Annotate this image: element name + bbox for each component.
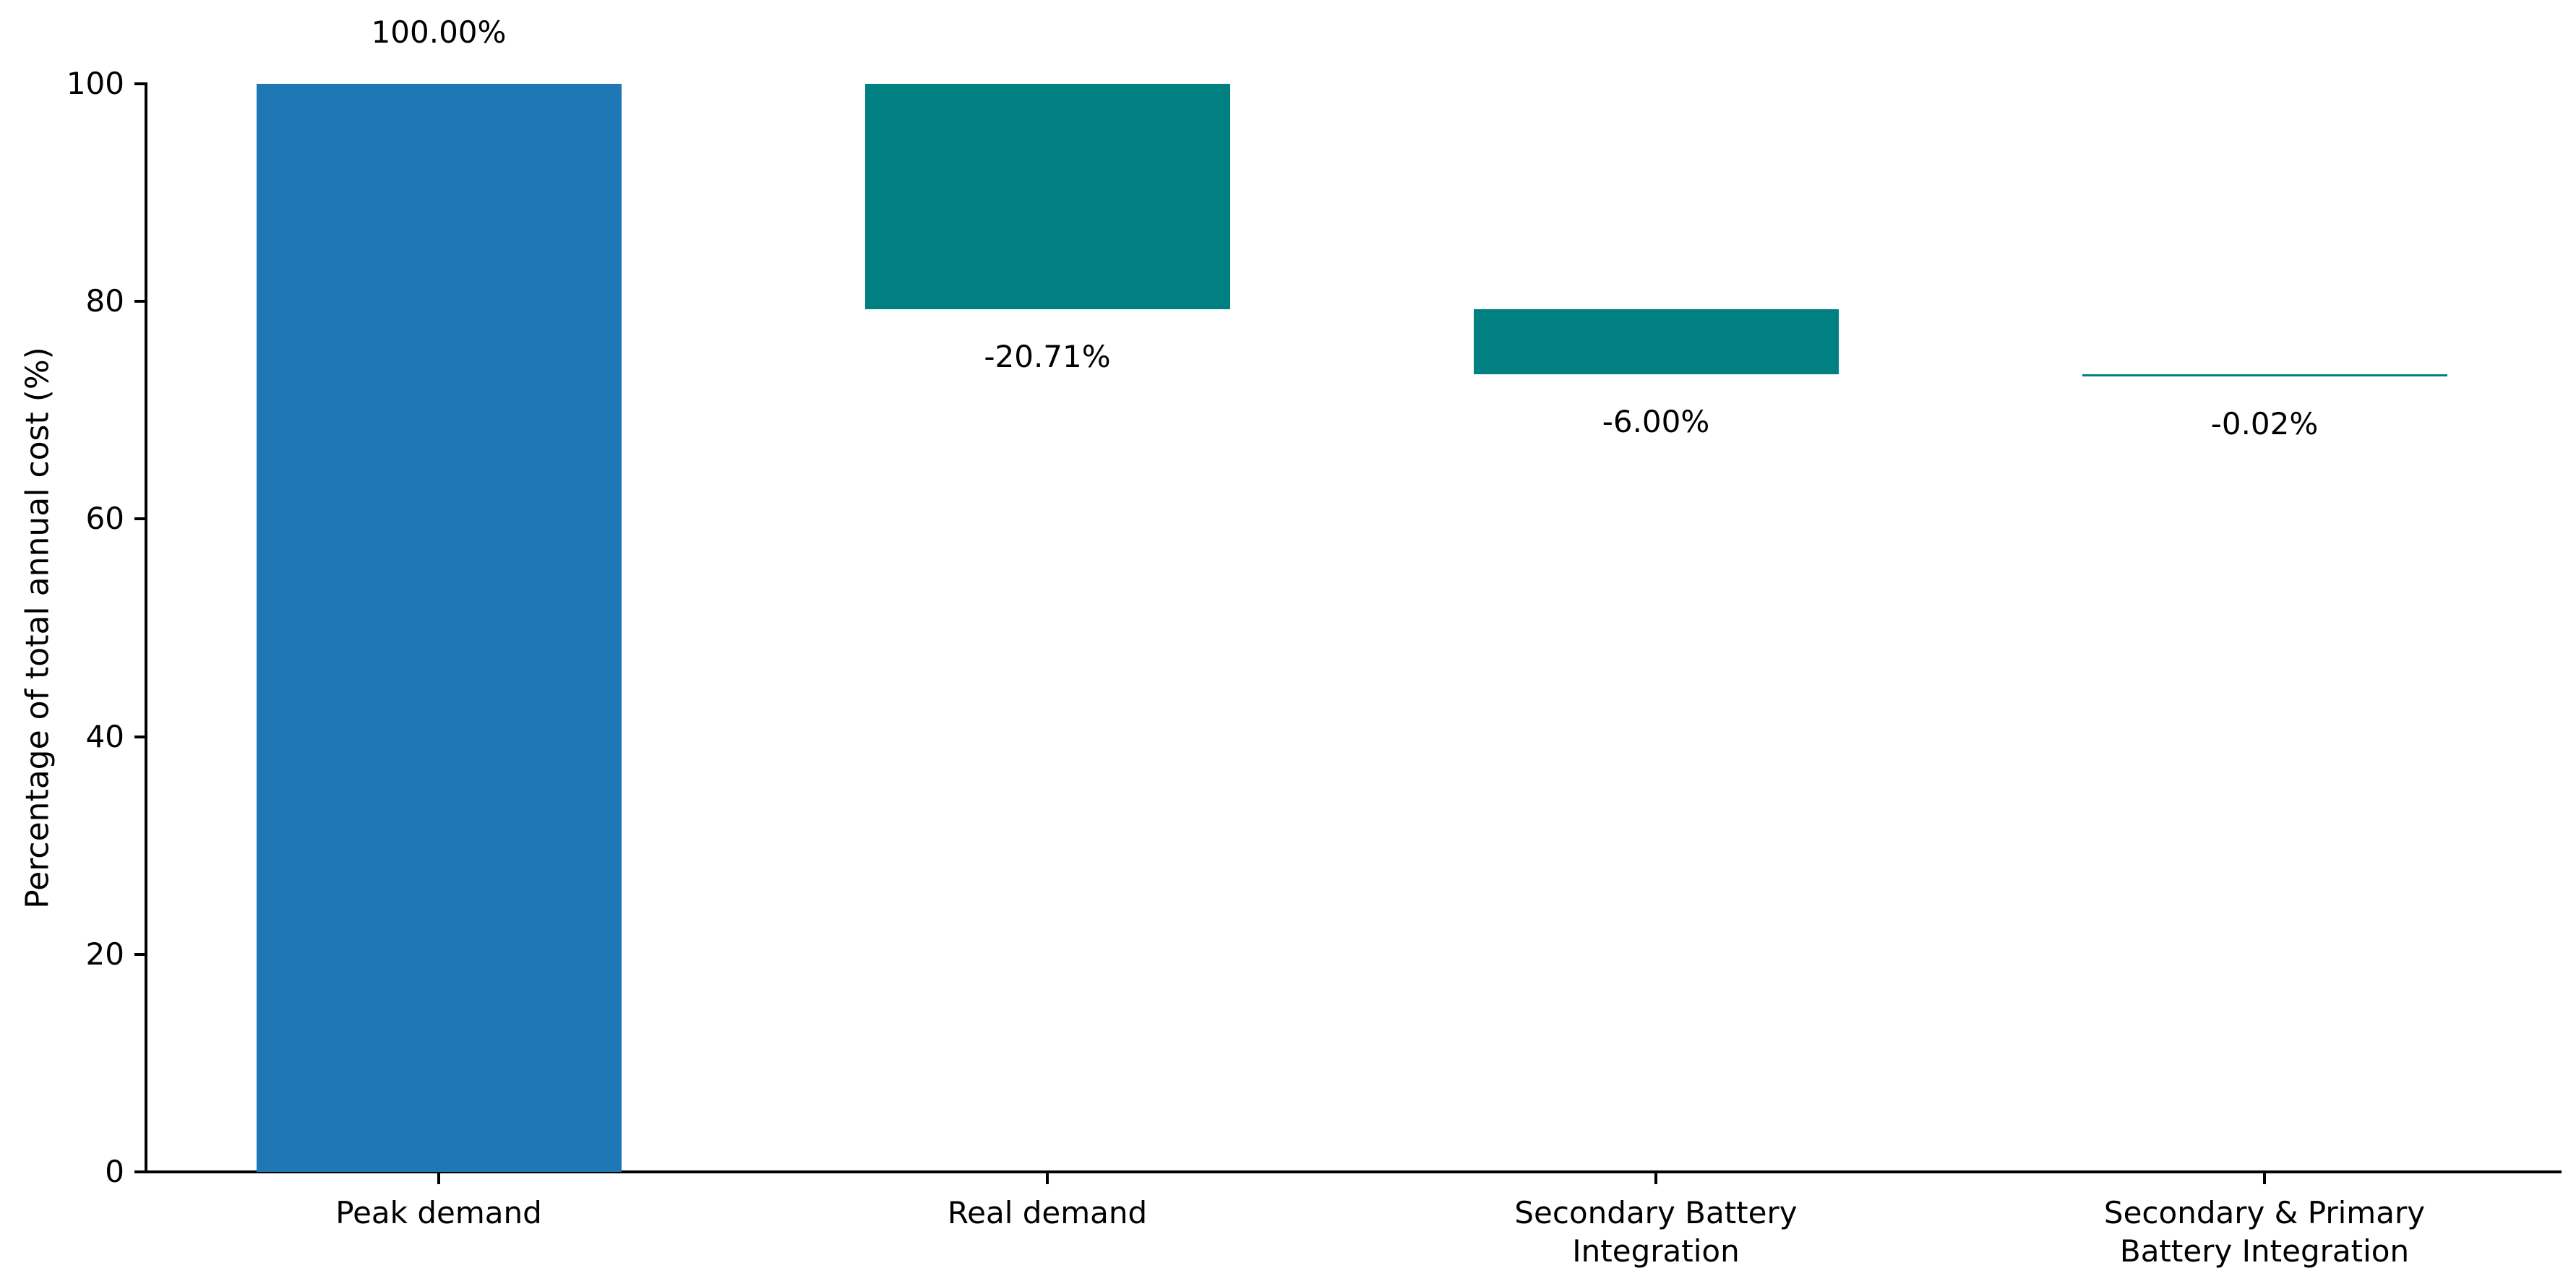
- bar-value-label: 100.00%: [371, 14, 507, 50]
- y-axis-line: [145, 82, 147, 1173]
- y-tick-mark: [134, 952, 145, 956]
- x-tick-mark: [2263, 1173, 2266, 1184]
- y-tick-mark: [134, 82, 145, 85]
- x-tick-label: Real demand: [947, 1195, 1148, 1230]
- y-tick-label: 100: [66, 66, 124, 101]
- y-tick-label: 0: [105, 1154, 124, 1189]
- x-tick-mark: [1046, 1173, 1049, 1184]
- x-tick-mark: [437, 1173, 440, 1184]
- y-tick-label: 60: [85, 501, 124, 537]
- y-tick-mark: [134, 517, 145, 521]
- y-tick-label: 20: [85, 936, 124, 972]
- y-tick-label: 80: [85, 283, 124, 319]
- x-tick-label: Peak demand: [335, 1195, 542, 1230]
- y-tick-mark: [134, 1170, 145, 1173]
- y-tick-mark: [134, 300, 145, 303]
- bar-2: [864, 84, 1230, 309]
- bar-value-label: -20.71%: [984, 338, 1111, 374]
- bar-1: [256, 84, 622, 1172]
- bar-value-label: -6.00%: [1602, 404, 1710, 440]
- x-tick-label: Secondary Battery Integration: [1514, 1195, 1798, 1269]
- y-tick-mark: [134, 735, 145, 738]
- x-tick-label: Secondary & Primary Battery Integration: [2103, 1195, 2426, 1269]
- x-axis-line: [145, 1170, 2562, 1173]
- bar-3: [1473, 309, 1839, 375]
- bar-value-label: -0.02%: [2210, 406, 2319, 442]
- y-tick-label: 40: [85, 718, 124, 754]
- y-axis-title: Percentage of total annual cost (%): [19, 347, 56, 909]
- x-tick-mark: [1654, 1173, 1657, 1184]
- bar-4: [2082, 374, 2447, 377]
